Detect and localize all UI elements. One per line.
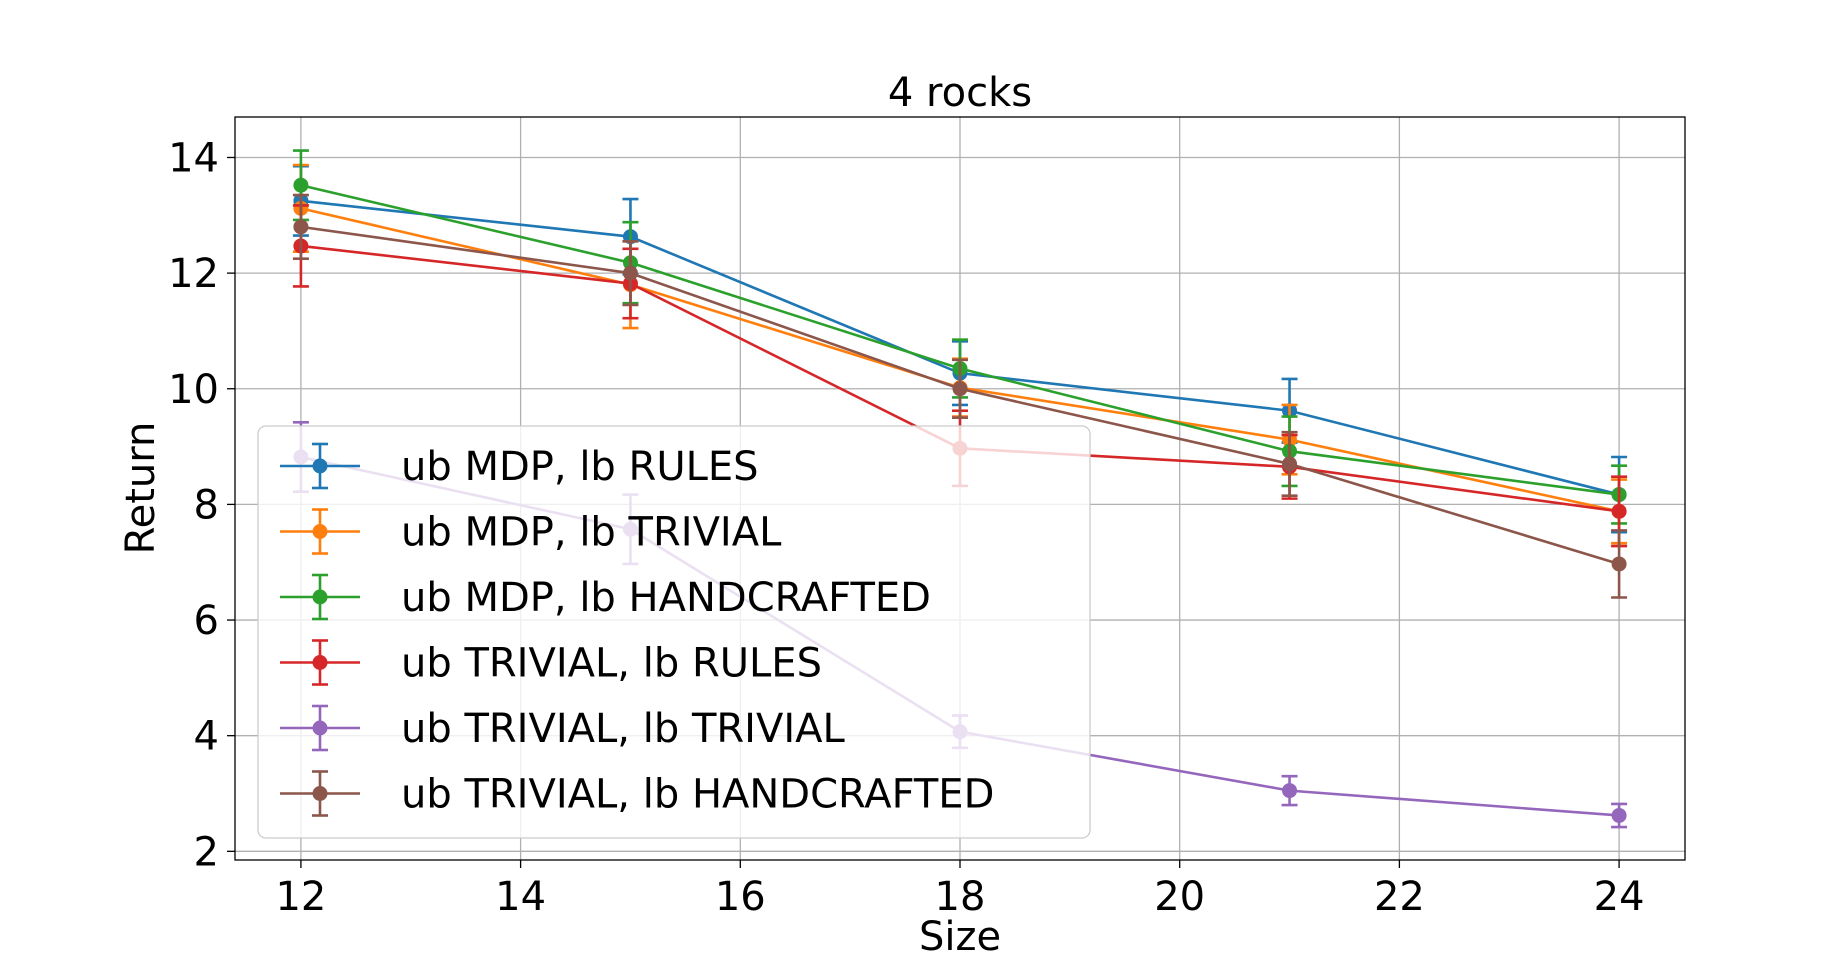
y-tick-label: 6	[194, 598, 219, 644]
legend-label: ub TRIVIAL, lb TRIVIAL	[401, 706, 845, 752]
legend-entry-2: ub MDP, lb TRIVIAL	[280, 508, 782, 556]
y-tick-label: 14	[168, 135, 219, 181]
legend-entry-1: ub MDP, lb RULES	[280, 442, 759, 490]
legend-marker	[312, 720, 328, 736]
y-axis-label: Return	[118, 422, 164, 555]
x-axis-label: Size	[919, 914, 1001, 955]
legend-marker	[312, 655, 328, 670]
data-point	[1282, 783, 1298, 799]
legend-marker	[312, 458, 328, 474]
legend-entry-6: ub TRIVIAL, lb HANDCRAFTED	[280, 770, 994, 818]
legend-entry-5: ub TRIVIAL, lb TRIVIAL	[280, 704, 845, 752]
legend-label: ub TRIVIAL, lb HANDCRAFTED	[401, 772, 994, 818]
y-tick-label: 8	[194, 482, 219, 528]
data-point	[293, 177, 309, 193]
x-tick-label: 14	[495, 874, 546, 920]
data-point	[622, 265, 638, 281]
chart-title: 4 rocks	[888, 70, 1032, 116]
legend: ub MDP, lb RULES ub MDP, lb TRIVIAL ub MDP…	[257, 425, 1091, 839]
legend-label: ub MDP, lb RULES	[401, 444, 759, 490]
x-tick-label: 16	[715, 874, 766, 920]
legend-label: ub TRIVIAL, lb RULES	[401, 641, 822, 687]
x-tick-label: 22	[1374, 874, 1425, 920]
legend-marker	[312, 524, 328, 539]
x-tick-label: 18	[935, 874, 986, 920]
x-tick-label: 12	[275, 874, 326, 920]
y-tick-label: 12	[168, 251, 219, 297]
data-point	[1282, 456, 1298, 472]
y-tick-label: 4	[194, 714, 219, 760]
legend-entry-4: ub TRIVIAL, lb RULES	[280, 639, 822, 687]
data-point	[952, 381, 968, 397]
legend-label: ub MDP, lb TRIVIAL	[401, 510, 782, 556]
series-6	[292, 193, 1628, 599]
legend-marker	[312, 786, 328, 801]
legend-label: ub MDP, lb HANDCRAFTED	[401, 575, 931, 621]
data-point	[1611, 807, 1627, 823]
data-point	[1611, 556, 1627, 572]
data-point	[1611, 503, 1627, 519]
y-tick-label: 10	[168, 367, 219, 413]
x-tick-label: 24	[1594, 874, 1645, 920]
data-point	[293, 219, 309, 235]
legend-marker	[312, 589, 328, 605]
y-tick-label: 2	[194, 829, 219, 875]
legend-box	[257, 425, 1091, 839]
legend-entry-3: ub MDP, lb HANDCRAFTED	[280, 573, 931, 621]
x-tick-label: 20	[1154, 874, 1205, 920]
